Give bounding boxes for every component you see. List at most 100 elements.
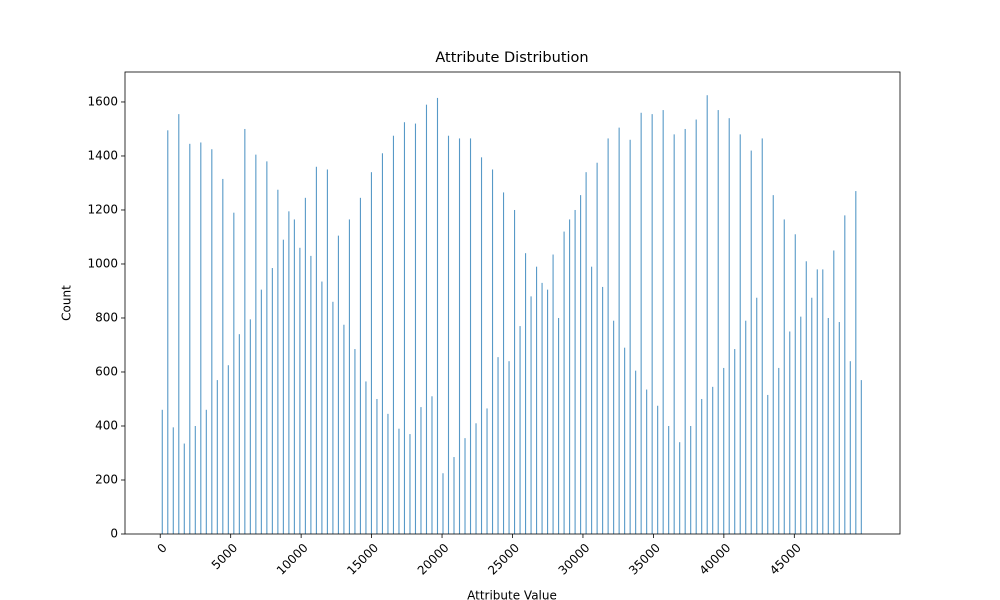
bar bbox=[778, 367, 780, 534]
bar bbox=[569, 219, 571, 535]
bar bbox=[838, 322, 840, 534]
bar bbox=[618, 127, 620, 535]
bar bbox=[706, 95, 708, 535]
bar bbox=[227, 365, 229, 534]
bar bbox=[541, 282, 543, 534]
bar bbox=[816, 269, 818, 534]
bar bbox=[172, 427, 174, 534]
bar bbox=[695, 119, 697, 535]
bar bbox=[486, 408, 488, 534]
bar bbox=[183, 443, 185, 534]
bar bbox=[381, 153, 383, 535]
bar bbox=[761, 138, 763, 534]
bar bbox=[552, 254, 554, 534]
y-tick-label: 1000 bbox=[87, 256, 118, 270]
bar bbox=[690, 425, 692, 534]
bar bbox=[613, 320, 615, 534]
bar bbox=[337, 235, 339, 535]
bar bbox=[739, 134, 741, 534]
bar bbox=[794, 234, 796, 535]
y-tick-label: 1200 bbox=[87, 202, 118, 216]
bar bbox=[591, 266, 593, 534]
bar bbox=[392, 135, 395, 535]
bar bbox=[326, 169, 328, 535]
bar bbox=[602, 286, 604, 534]
bar bbox=[480, 157, 483, 534]
bar bbox=[750, 150, 752, 534]
bar bbox=[717, 110, 719, 534]
bar bbox=[745, 320, 747, 534]
bar bbox=[723, 367, 725, 534]
y-tick-label: 1600 bbox=[87, 94, 118, 108]
y-tick-label: 0 bbox=[110, 527, 118, 541]
bar bbox=[277, 189, 279, 534]
bar bbox=[514, 209, 516, 535]
bar bbox=[233, 212, 235, 534]
bar bbox=[805, 261, 807, 534]
plot-frame bbox=[124, 71, 901, 535]
bar bbox=[519, 326, 521, 534]
bar bbox=[574, 209, 576, 535]
bar bbox=[767, 394, 769, 534]
y-tick-label: 400 bbox=[95, 418, 118, 432]
bar bbox=[216, 380, 218, 534]
bar bbox=[359, 197, 361, 534]
bar bbox=[475, 423, 477, 534]
y-tick-label: 200 bbox=[95, 472, 118, 486]
chart-title: Attribute Distribution bbox=[435, 50, 588, 66]
bar bbox=[640, 112, 642, 534]
bar bbox=[789, 331, 791, 534]
y-tick-label: 1400 bbox=[87, 148, 118, 162]
bar bbox=[194, 425, 196, 534]
bar bbox=[447, 135, 450, 535]
bar bbox=[646, 389, 648, 534]
bar bbox=[409, 434, 411, 534]
bar bbox=[701, 398, 703, 534]
bar bbox=[827, 317, 829, 534]
bar bbox=[293, 219, 295, 535]
bar bbox=[783, 219, 785, 535]
x-axis-label: Attribute Value bbox=[467, 589, 557, 600]
y-tick-label: 600 bbox=[95, 364, 118, 378]
bar bbox=[673, 134, 675, 534]
bar bbox=[260, 289, 262, 534]
bar bbox=[436, 97, 439, 534]
bar bbox=[414, 123, 417, 534]
bar bbox=[491, 169, 494, 535]
bar bbox=[299, 247, 301, 534]
bar bbox=[585, 172, 587, 534]
bar bbox=[800, 316, 802, 534]
bar bbox=[332, 301, 334, 534]
bar bbox=[629, 139, 631, 534]
bar bbox=[684, 128, 686, 534]
bar bbox=[348, 219, 350, 535]
bar bbox=[376, 398, 378, 534]
bar bbox=[833, 250, 835, 535]
bar bbox=[200, 142, 202, 534]
bar bbox=[458, 138, 461, 534]
bar bbox=[679, 442, 681, 534]
bar bbox=[387, 413, 389, 534]
bar bbox=[189, 143, 191, 535]
y-tick-label: 800 bbox=[95, 310, 118, 324]
bar bbox=[315, 166, 317, 534]
bar bbox=[205, 409, 207, 534]
bar bbox=[668, 425, 670, 534]
bar bbox=[310, 255, 312, 534]
bar bbox=[370, 172, 372, 534]
bar bbox=[502, 192, 505, 534]
bar bbox=[425, 104, 428, 534]
bar bbox=[635, 370, 637, 534]
bar bbox=[244, 128, 246, 534]
bar bbox=[365, 381, 367, 534]
y-axis-label: Count bbox=[60, 285, 74, 321]
bar bbox=[811, 297, 813, 534]
bar bbox=[271, 268, 273, 534]
bar bbox=[222, 178, 224, 534]
bar bbox=[651, 114, 653, 534]
bar bbox=[536, 266, 538, 534]
bar bbox=[662, 110, 664, 534]
bar bbox=[354, 349, 356, 534]
bar bbox=[211, 149, 213, 534]
